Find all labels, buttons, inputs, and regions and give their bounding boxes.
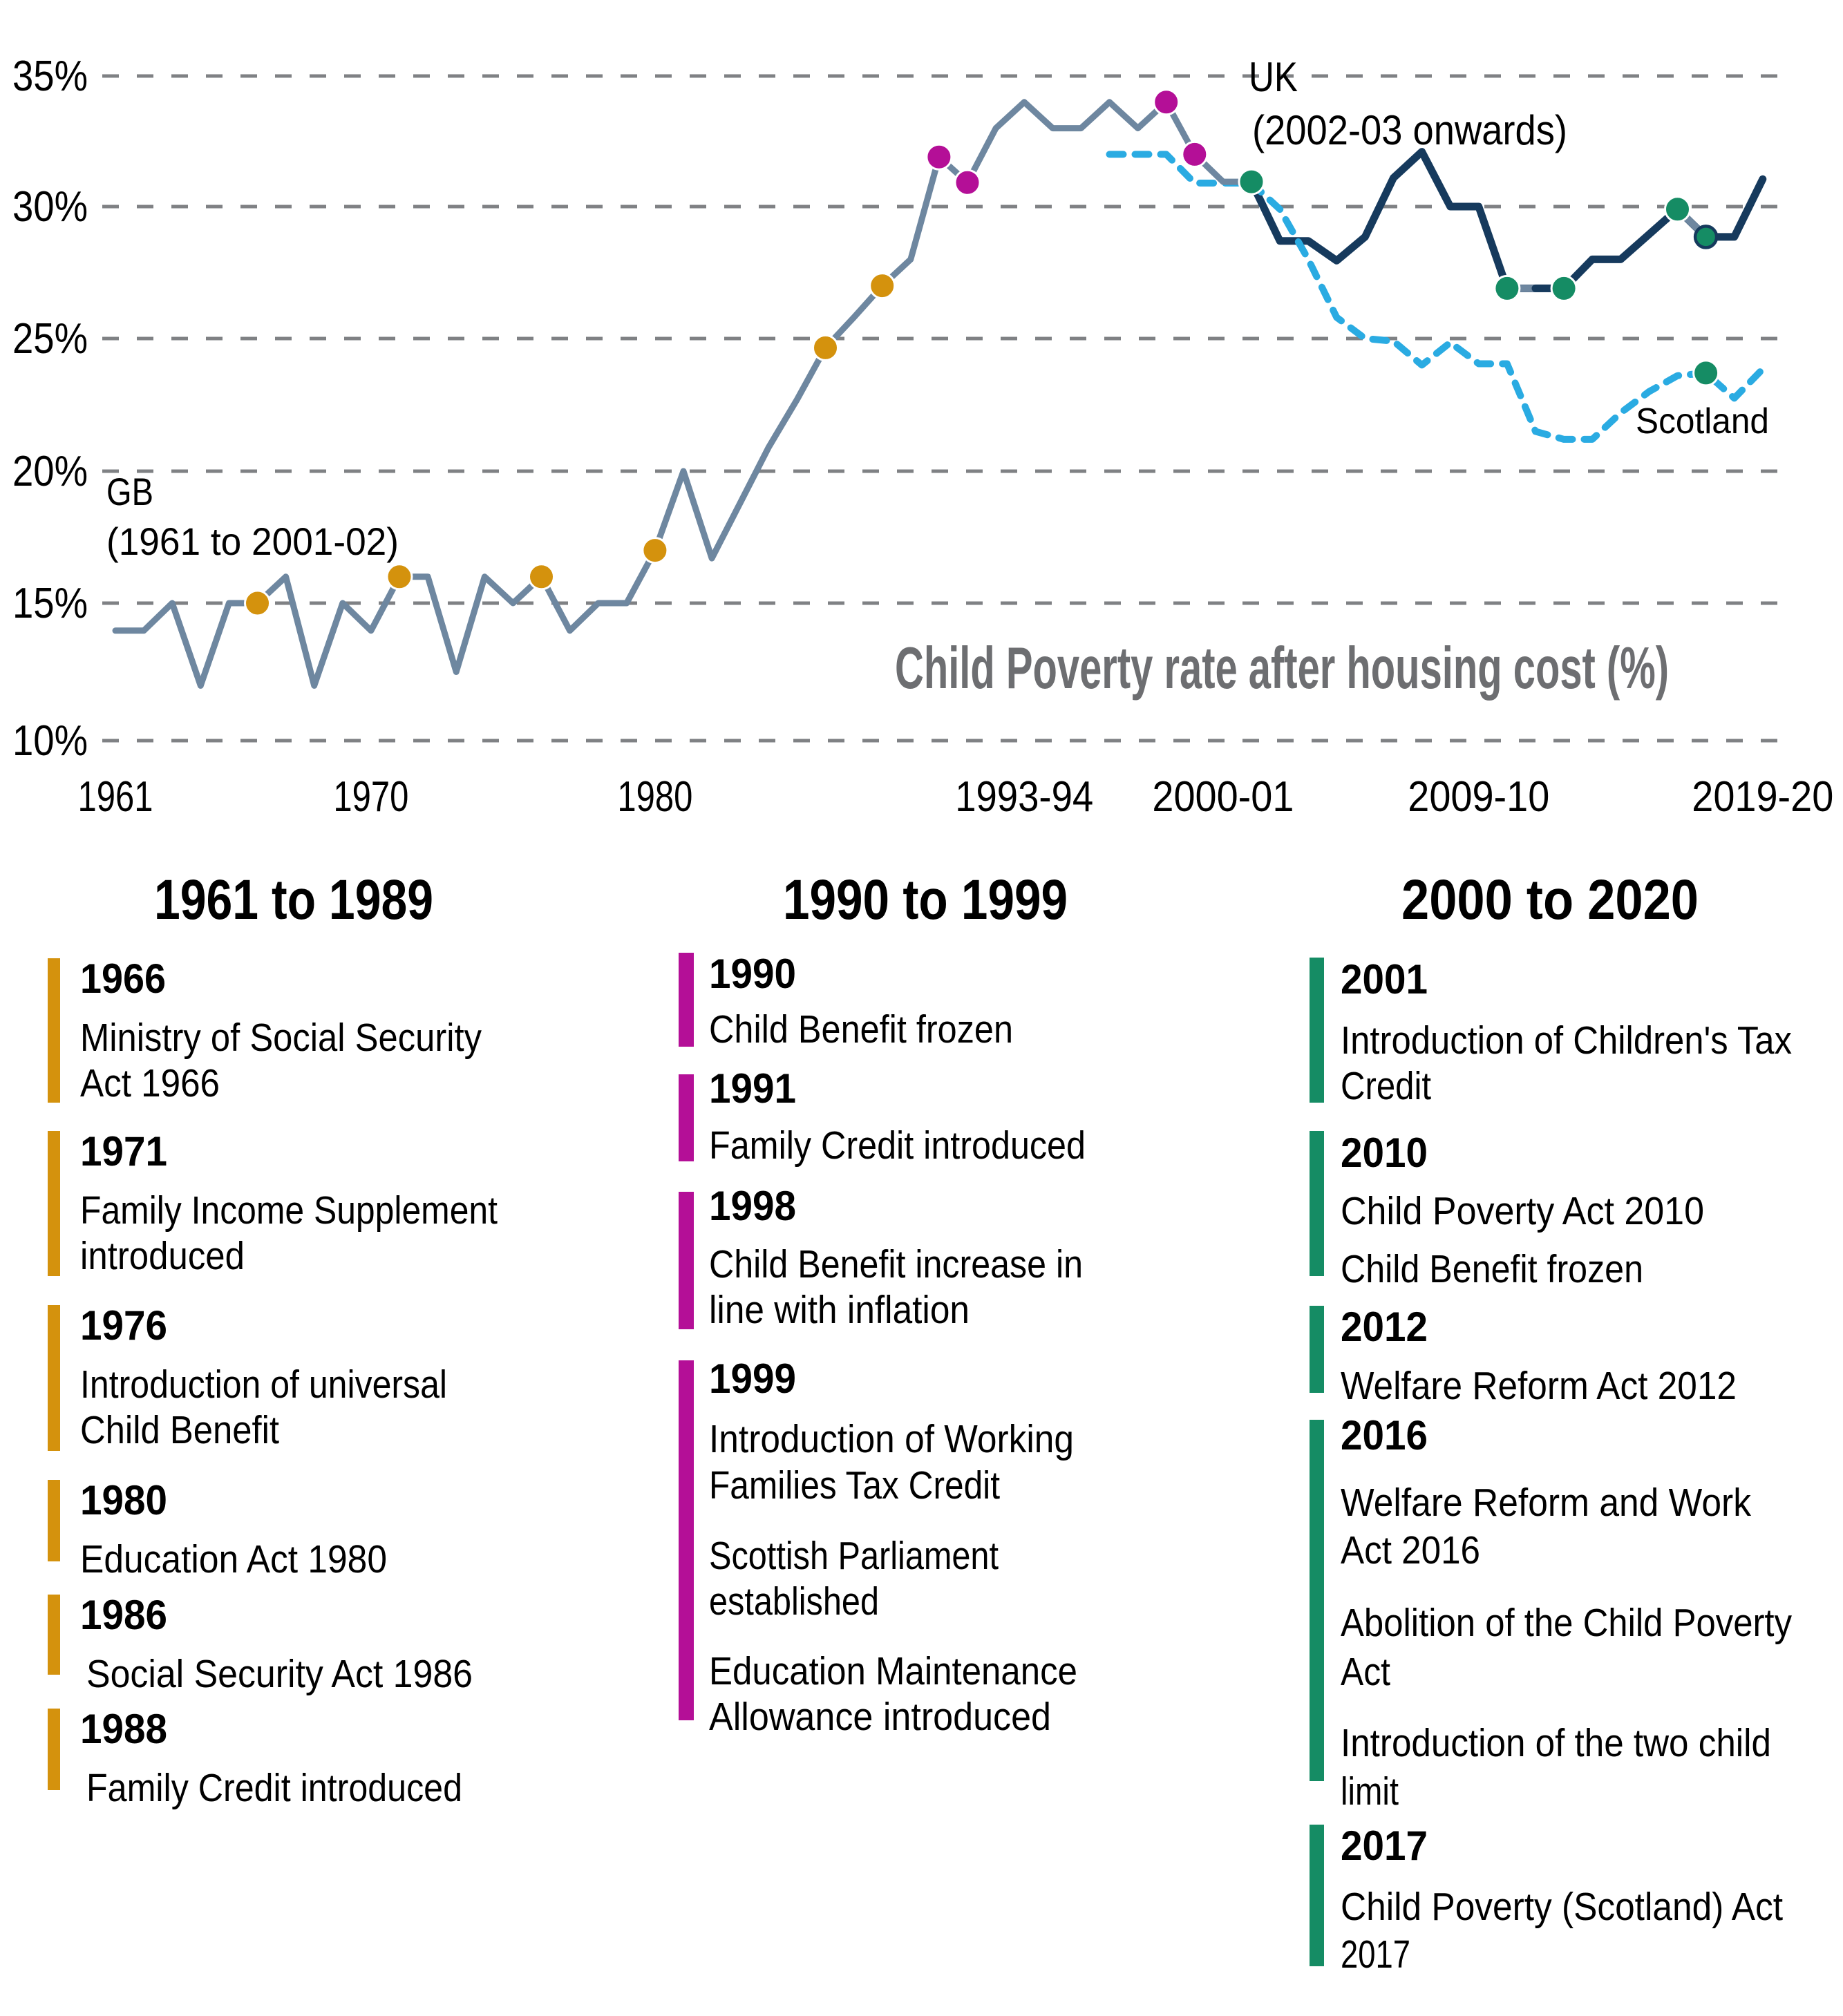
svg-text:1980: 1980 <box>80 1477 167 1523</box>
svg-text:25%: 25% <box>12 315 88 363</box>
svg-text:2000 to 2020: 2000 to 2020 <box>1401 868 1699 931</box>
svg-text:1971: 1971 <box>80 1128 167 1175</box>
svg-text:1980: 1980 <box>617 773 692 821</box>
svg-text:2016: 2016 <box>1341 1412 1428 1458</box>
svg-text:2019-20: 2019-20 <box>1692 773 1833 821</box>
svg-text:line with inflation: line with inflation <box>709 1288 970 1332</box>
svg-text:limit: limit <box>1341 1769 1399 1814</box>
svg-text:Child Benefit increase in: Child Benefit increase in <box>709 1242 1083 1286</box>
svg-text:2012: 2012 <box>1341 1304 1428 1350</box>
svg-text:1999: 1999 <box>709 1356 796 1402</box>
svg-text:Child Poverty (Scotland) Act: Child Poverty (Scotland) Act <box>1341 1885 1783 1929</box>
svg-text:Act 1966: Act 1966 <box>80 1061 220 1105</box>
svg-text:Family Income Supplement: Family Income Supplement <box>80 1188 498 1233</box>
svg-text:1961 to 1989: 1961 to 1989 <box>154 868 433 931</box>
svg-text:1970: 1970 <box>333 773 408 821</box>
svg-text:Act: Act <box>1341 1650 1390 1694</box>
svg-text:1993-94: 1993-94 <box>955 773 1093 821</box>
svg-text:Abolition of the Child Poverty: Abolition of the Child Poverty <box>1341 1601 1792 1645</box>
svg-text:Ministry of Social Security: Ministry of Social Security <box>80 1016 482 1060</box>
svg-text:Introduction of the two child: Introduction of the two child <box>1341 1721 1771 1765</box>
svg-text:Social Security Act 1986: Social Security Act 1986 <box>86 1652 473 1696</box>
svg-text:Introduction of universal: Introduction of universal <box>80 1362 447 1407</box>
svg-text:20%: 20% <box>12 448 88 495</box>
svg-text:1966: 1966 <box>80 955 166 1002</box>
svg-text:1998: 1998 <box>709 1183 796 1229</box>
svg-text:1961: 1961 <box>78 773 153 821</box>
svg-text:Introduction of Working: Introduction of Working <box>709 1417 1074 1461</box>
svg-text:(2002-03 onwards): (2002-03 onwards) <box>1252 107 1567 153</box>
svg-text:2010: 2010 <box>1341 1130 1428 1176</box>
svg-text:35%: 35% <box>12 53 88 100</box>
svg-text:established: established <box>709 1579 879 1624</box>
svg-text:10%: 10% <box>12 717 88 765</box>
svg-text:Education Act 1980: Education Act 1980 <box>80 1537 387 1581</box>
svg-text:1990: 1990 <box>709 951 796 997</box>
svg-text:1990 to 1999: 1990 to 1999 <box>783 868 1068 931</box>
svg-text:Introduction of Children's Tax: Introduction of Children's Tax <box>1341 1018 1792 1063</box>
svg-text:Child Poverty Act 2010: Child Poverty Act 2010 <box>1341 1189 1704 1233</box>
svg-text:Child Benefit frozen: Child Benefit frozen <box>1341 1247 1643 1291</box>
svg-text:Scottish Parliament: Scottish Parliament <box>709 1534 999 1578</box>
svg-text:2017: 2017 <box>1341 1823 1428 1869</box>
svg-text:2001: 2001 <box>1341 956 1428 1002</box>
svg-text:Child Poverty rate after housi: Child Poverty rate after housing cost (%… <box>895 636 1669 701</box>
svg-text:Welfare Reform and Work: Welfare Reform and Work <box>1341 1481 1751 1525</box>
svg-text:Act 2016: Act 2016 <box>1341 1528 1480 1572</box>
svg-text:Credit: Credit <box>1341 1064 1431 1108</box>
svg-text:Child Benefit: Child Benefit <box>80 1408 279 1452</box>
svg-text:Scotland: Scotland <box>1636 401 1769 441</box>
svg-text:1976: 1976 <box>80 1302 167 1349</box>
svg-text:Family Credit introduced: Family Credit introduced <box>709 1123 1086 1168</box>
svg-text:Allowance introduced: Allowance introduced <box>709 1695 1051 1739</box>
svg-text:2017: 2017 <box>1341 1932 1410 1977</box>
svg-text:Education Maintenance: Education Maintenance <box>709 1649 1077 1693</box>
svg-text:introduced: introduced <box>80 1234 245 1278</box>
svg-text:1986: 1986 <box>80 1592 167 1638</box>
svg-text:1991: 1991 <box>709 1065 796 1112</box>
svg-text:Child Benefit frozen: Child Benefit frozen <box>709 1007 1013 1052</box>
svg-text:1988: 1988 <box>80 1706 167 1752</box>
svg-text:2000-01: 2000-01 <box>1152 773 1294 821</box>
svg-text:Family Credit introduced: Family Credit introduced <box>86 1766 462 1810</box>
svg-text:(1961 to 2001-02): (1961 to 2001-02) <box>106 520 399 563</box>
svg-text:UK: UK <box>1249 54 1298 100</box>
svg-text:2009-10: 2009-10 <box>1408 773 1549 821</box>
svg-text:Families Tax Credit: Families Tax Credit <box>709 1463 1000 1508</box>
svg-text:15%: 15% <box>12 580 88 627</box>
svg-text:30%: 30% <box>12 183 88 231</box>
svg-text:GB: GB <box>106 470 153 513</box>
svg-text:Welfare Reform Act 2012: Welfare Reform Act 2012 <box>1341 1364 1737 1408</box>
